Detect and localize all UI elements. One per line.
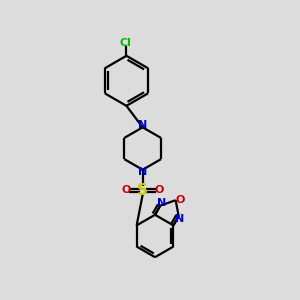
Text: O: O [122,185,131,195]
Text: S: S [137,183,148,198]
Text: N: N [175,214,184,224]
Text: N: N [138,120,147,130]
Text: O: O [176,195,185,205]
Text: Cl: Cl [119,38,131,47]
Text: N: N [138,167,147,177]
Text: N: N [157,198,166,208]
Text: O: O [154,185,164,195]
